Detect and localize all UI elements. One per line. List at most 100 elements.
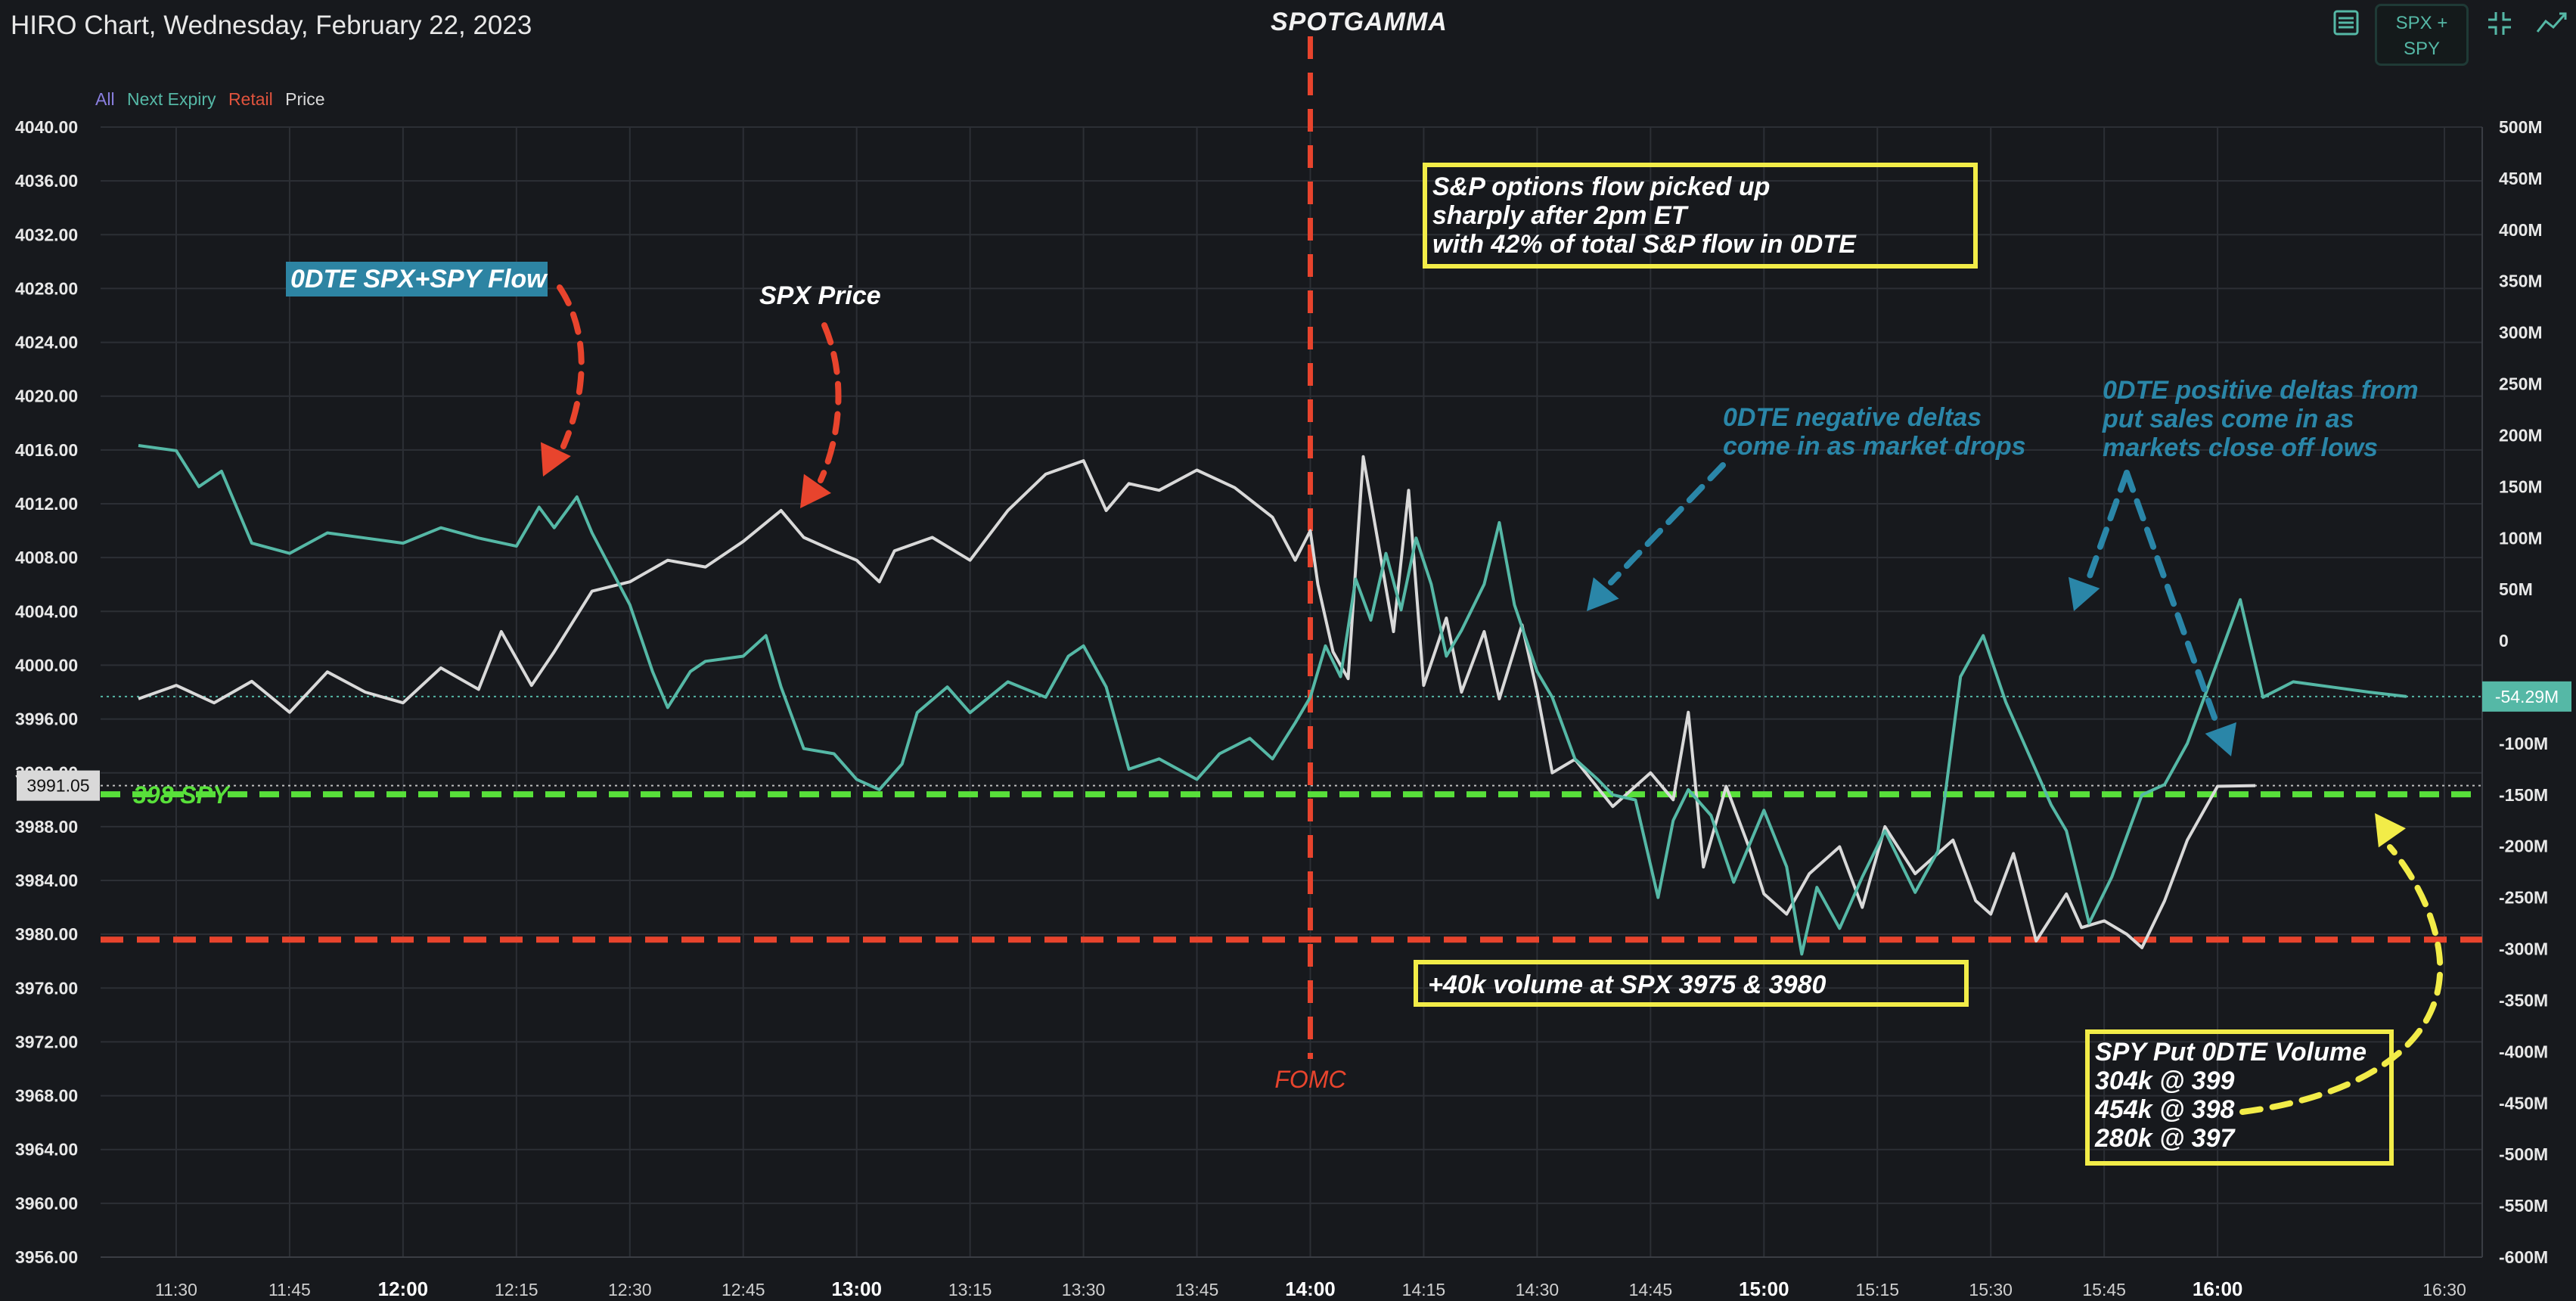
y-left-tick-label: 4036.00	[15, 171, 78, 191]
y-right-tick-label: -500M	[2499, 1144, 2548, 1164]
axis-value-labels: 3991.05 -54.29M	[17, 681, 2571, 801]
y-left-tick-label: 4020.00	[15, 387, 78, 406]
x-tick-label: 16:00	[2193, 1278, 2243, 1300]
y-left-tick-label: 4028.00	[15, 278, 78, 298]
arrow-negative-deltas-head	[1587, 577, 1619, 611]
legend-item-price[interactable]: Price	[285, 89, 325, 109]
x-tick-label: 12:30	[608, 1280, 652, 1299]
y-right-tick-label: -200M	[2499, 837, 2548, 856]
brand-logo: SPOTGAMMA	[1271, 8, 1448, 36]
y-right-tick-label: -450M	[2499, 1093, 2548, 1113]
spy-398-level-label: 398 SPY	[133, 781, 231, 809]
annotation-volume-text: +40k volume at SPX 3975 & 3980	[1428, 970, 1826, 999]
price-series-line	[138, 455, 2256, 949]
series-lines	[138, 444, 2407, 956]
y-left-tick-label: 4016.00	[15, 440, 78, 460]
grid	[101, 126, 2483, 1258]
y-right-tick-label: -100M	[2499, 734, 2548, 753]
menu-icon[interactable]	[2331, 8, 2361, 38]
x-tick-label: 11:45	[268, 1280, 311, 1299]
y-left-tick-label: 3956.00	[15, 1247, 78, 1267]
arrow-to-price-head	[800, 474, 831, 508]
arrow-to-price	[818, 322, 842, 483]
legend-item-all[interactable]: All	[95, 89, 115, 109]
annotation-negative-deltas-line: 0DTE negative deltas	[1723, 403, 1982, 432]
x-tick-label: 12:45	[722, 1280, 765, 1299]
y-right-tick-label: 250M	[2499, 374, 2543, 394]
legend-item-retail[interactable]: Retail	[228, 89, 273, 109]
annotation-box-flow-picked-up	[1423, 163, 1978, 269]
arrow-negative-deltas	[1608, 462, 1726, 585]
y-left-tick-label: 4040.00	[15, 117, 78, 137]
right-y-axis: 500M 450M 400M 350M 300M 250M 200M 150M 100M 50M 0…	[2499, 117, 2548, 1267]
x-tick-label: 15:30	[1969, 1280, 2013, 1299]
price-value-label: 3991.05	[26, 776, 89, 796]
collapse-icon[interactable]	[2485, 9, 2514, 38]
trend-icon[interactable]	[2535, 8, 2568, 38]
y-right-tick-label: 350M	[2499, 272, 2543, 291]
arrow-to-flow	[557, 284, 585, 449]
y-right-tick-label: 500M	[2499, 117, 2543, 137]
annotations: 0DTE SPX+SPY Flow SPX Price S&P options fl…	[286, 163, 2419, 1166]
y-left-tick-label: 3988.00	[15, 817, 78, 837]
annotation-flow-picked-up-line: with 42% of total S&P flow in 0DTE	[1432, 230, 1857, 259]
y-right-tick-label: 100M	[2499, 528, 2543, 548]
y-right-tick-label: 150M	[2499, 477, 2543, 496]
x-tick-label: 15:45	[2082, 1280, 2126, 1299]
x-tick-label: 13:45	[1175, 1280, 1219, 1299]
x-tick-label: 15:00	[1739, 1278, 1789, 1300]
annotation-spx-price: SPX Price	[759, 281, 881, 310]
y-left-tick-label: 3976.00	[15, 978, 78, 998]
y-left-tick-label: 4012.00	[15, 494, 78, 514]
next-expiry-series-line	[138, 444, 2407, 956]
ticker-button-line2: SPY	[2403, 39, 2441, 59]
x-tick-label: 11:30	[155, 1280, 197, 1299]
chart-title: HIRO Chart, Wednesday, February 22, 2023	[11, 11, 532, 40]
y-right-tick-label: -350M	[2499, 990, 2548, 1010]
y-left-tick-label: 3968.00	[15, 1086, 78, 1106]
annotation-spy-put-line: 304k @ 399	[2095, 1067, 2235, 1095]
y-left-tick-label: 3980.00	[15, 924, 78, 944]
y-left-tick-label: 3972.00	[15, 1032, 78, 1051]
ticker-select-button[interactable]: SPX + SPY	[2375, 4, 2469, 66]
x-tick-label: 12:00	[378, 1278, 429, 1300]
x-tick-label: 13:30	[1062, 1280, 1106, 1299]
y-left-tick-label: 4024.00	[15, 333, 78, 352]
annotation-0dte-flow: 0DTE SPX+SPY Flow	[290, 265, 548, 293]
y-left-tick-label: 4032.00	[15, 225, 78, 244]
y-left-tick-label: 3960.00	[15, 1194, 78, 1213]
ticker-button-line1: SPX +	[2395, 13, 2448, 33]
arrow-to-flow-head	[540, 442, 571, 477]
legend-item-next-expiry[interactable]: Next Expiry	[126, 89, 216, 109]
arrow-spy-put-volume	[2239, 844, 2444, 1115]
arrow-positive-deltas-left-head	[2069, 576, 2100, 611]
reference-lines: 398 SPY FOMC	[101, 36, 2482, 1093]
flow-value-badge	[2482, 681, 2571, 712]
x-tick-label: 12:15	[495, 1280, 538, 1299]
flow-label-background	[286, 262, 548, 297]
y-right-tick-label: 300M	[2499, 323, 2543, 343]
flow-value-label: -54.29M	[2495, 687, 2559, 706]
x-tick-label: 16:30	[2422, 1280, 2466, 1299]
price-value-badge	[17, 770, 100, 801]
x-tick-label: 14:15	[1402, 1280, 1446, 1299]
y-left-tick-label: 3984.00	[15, 871, 78, 890]
y-left-tick-label: 4004.00	[15, 601, 78, 621]
y-right-tick-label: 0	[2499, 631, 2509, 650]
y-left-tick-label: 4008.00	[15, 548, 78, 567]
x-tick-label: 14:45	[1629, 1280, 1673, 1299]
annotation-positive-deltas-line: markets close off lows	[2103, 433, 2378, 462]
y-left-tick-label: 4000.00	[15, 655, 78, 675]
annotation-positive-deltas-line: put sales come in as	[2102, 405, 2354, 433]
y-right-tick-label: -300M	[2499, 939, 2548, 959]
arrow-positive-deltas-right-head	[2205, 722, 2236, 756]
annotation-spy-put-line: 280k @ 397	[2094, 1124, 2236, 1153]
x-tick-label: 14:00	[1285, 1278, 1336, 1300]
y-right-tick-label: 50M	[2499, 579, 2533, 599]
arrow-spy-put-volume-head	[2375, 813, 2406, 848]
y-right-tick-label: 450M	[2499, 169, 2543, 188]
y-right-tick-label: -250M	[2499, 888, 2548, 908]
y-right-tick-label: 400M	[2499, 220, 2543, 240]
x-tick-label: 15:15	[1855, 1280, 1899, 1299]
